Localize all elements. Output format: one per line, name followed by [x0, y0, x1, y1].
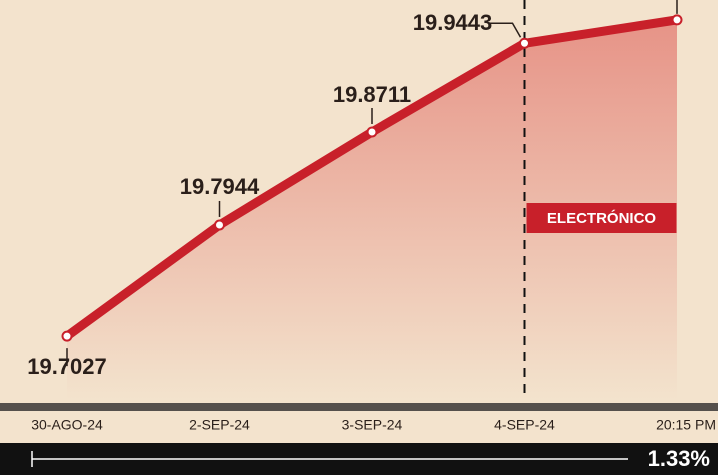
data-label: 19.7027 [27, 354, 107, 379]
data-label: 19.9443 [413, 10, 493, 35]
point [671, 14, 683, 26]
annotation: ELECTRÓNICO [547, 209, 657, 227]
x-tick-label: 20:15 PM [656, 417, 716, 433]
axis-bar [0, 403, 718, 411]
x-tick-label: 3-SEP-24 [342, 417, 403, 433]
point [61, 330, 73, 342]
change-label: 1.33% [648, 446, 710, 471]
x-tick-label: 2-SEP-24 [189, 417, 250, 433]
data-label: 19.7944 [180, 174, 260, 199]
x-tick-label: 30-AGO-24 [31, 417, 103, 433]
point [214, 219, 225, 231]
data-label: 19.8711 [333, 82, 411, 107]
x-tick-label: 4-SEP-24 [494, 417, 555, 433]
point [519, 37, 530, 49]
annotation-box [526, 203, 677, 233]
leader [488, 22, 522, 38]
point [366, 126, 378, 138]
